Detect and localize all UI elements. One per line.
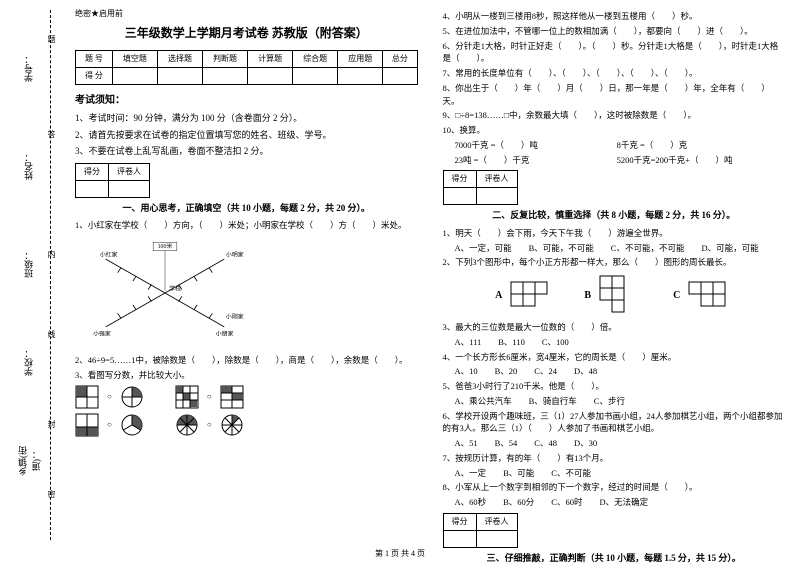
q10b: 8千克 =（ ）克 <box>617 140 688 150</box>
margin-name: 姓名： <box>23 142 37 192</box>
binding-text-4: 线 <box>45 330 57 338</box>
q2-1opt: A、一定，可能 B、可能，不可能 C、不可能，不可能 D、可能，可能 <box>443 242 786 255</box>
q1-4: 4、小明从一楼到三楼用8秒，照这样他从一楼到五楼用（ ）秒。 <box>443 10 786 23</box>
left-column: 绝密★启用前 三年级数学上学期月考试卷 苏教版（附答案） 题 号 填空题 选择题… <box>75 8 418 569</box>
q2-7: 7、按规历计算，有的年（ ）有13个月。 <box>443 452 786 465</box>
q2-1: 1、明天（ ）会下雨，今天下午我（ ）游遍全世界。 <box>443 227 786 240</box>
q2-4: 4、一个长方形长6厘米，宽4厘米，它的周长是（ ）厘米。 <box>443 351 786 364</box>
q10c: 23吨 =（ ）千克 <box>455 154 615 167</box>
q1-1: 1、小红家在学校（ ）方向，（ ）米处；小明家在学校（ ）方（ ）米处。 <box>75 219 418 232</box>
th-5: 综合题 <box>293 51 338 68</box>
q2-7opt: A、一定 B、可能 C、不可能 <box>443 467 786 480</box>
diagram-sw: 小强家 <box>93 329 111 337</box>
row-label: 得 分 <box>76 68 113 85</box>
q2-4opt: A、10 B、20 C、24 D、48 <box>443 365 786 378</box>
section2-title: 二、反复比较，慎重选择（共 8 小题，每题 2 分，共 16 分）。 <box>443 209 786 223</box>
q10a: 7000千克 =（ ）吨 <box>455 139 615 152</box>
th-4: 计算题 <box>248 51 293 68</box>
section1-title: 一、用心思考，正确填空（共 10 小题，每题 2 分，共 20 分）。 <box>75 202 418 216</box>
binding-text-5: 封 <box>45 420 57 428</box>
diagram-center: 100米 <box>158 242 173 250</box>
binding-text-2: 答 <box>45 130 57 138</box>
binding-text-6: 密 <box>45 490 57 498</box>
margin-student-id: 学号： <box>23 44 37 94</box>
q1-7: 7、常用的长度单位有（ ）、（ ）、（ ）、（ ）、（ ）。 <box>443 67 786 80</box>
notice-2: 2、请首先按要求在试卷的指定位置填写您的姓名、班级、学号。 <box>75 129 418 143</box>
q1-5: 5、在进位加法中，不管哪一位上的数相加满（ ），都要向（ ）进（ ）。 <box>443 25 786 38</box>
fraction-shapes: ○ ○ <box>75 385 418 409</box>
q2-5: 5、爸爸3小时行了210千米。他是（ ）。 <box>443 380 786 393</box>
th-1: 填空题 <box>112 51 157 68</box>
binding-text-1: 题 <box>45 35 57 43</box>
q1-8: 8、你出生于（ ）年（ ）月（ ）日，那一年是（ ）年，全年有（ ）天。 <box>443 82 786 108</box>
pentomino-shapes: A B C <box>443 275 786 315</box>
diagram-ne: 小明家 <box>226 250 244 258</box>
th-3: 判断题 <box>203 51 248 68</box>
mini-reviewer: 评卷人 <box>109 163 150 180</box>
binding-line <box>50 10 51 540</box>
confidential-label: 绝密★启用前 <box>75 8 418 20</box>
q1-9: 9、□÷8=138……□中，余数最大填（ ），这时被除数是（ ）。 <box>443 109 786 122</box>
svg-text:学校: 学校 <box>169 284 181 292</box>
exam-title: 三年级数学上学期月考试卷 苏教版（附答案） <box>75 24 418 42</box>
th-0: 题 号 <box>76 51 113 68</box>
q2-8opt: A、60秒 B、60分 C、60时 D、无法确定 <box>443 496 786 509</box>
q2-6opt: A、51 B、54 C、48 D、30 <box>443 437 786 450</box>
right-column: 4、小明从一楼到三楼用8秒，照这样他从一楼到五楼用（ ）秒。 5、在进位加法中，… <box>443 8 786 569</box>
notice-3: 3、不要在试卷上乱写乱画，卷面不整洁扣 2 分。 <box>75 145 418 159</box>
direction-diagram: 100米 小红家 小明家 小强家 小朋家 小刚家 学校 <box>75 238 418 348</box>
th-2: 选择题 <box>157 51 202 68</box>
diagram-nw: 小红家 <box>100 250 118 258</box>
mini-score: 得分 <box>76 163 109 180</box>
notice-title: 考试须知： <box>75 93 418 108</box>
mini-table-3: 得分 评卷人 <box>443 513 518 548</box>
page-footer: 第 1 页 共 4 页 <box>0 548 800 560</box>
q2-5opt: A、乘公共汽车 B、骑自行车 C、步行 <box>443 395 786 408</box>
q1-3: 3、看图写分数，并比较大小。 <box>75 369 418 382</box>
margin-township: 乡镇(街道)： <box>17 436 44 486</box>
q1-6: 6、分针走1大格，时针正好走（ ）。（ ）秒。分针走1大格是（ ），时针走1大格… <box>443 40 786 66</box>
mini-table-1: 得分 评卷人 <box>75 163 150 198</box>
diagram-se2: 小朋家 <box>216 329 234 337</box>
diagram-se: 小刚家 <box>226 312 244 320</box>
q10d: 5200千克=200千克+（ ）吨 <box>617 155 733 165</box>
q2-6: 6、学校开设两个趣味班，三（1）27人参加书画小组，24人参加棋艺小组，两个小组… <box>443 410 786 436</box>
q1-2: 2、46÷9=5……1中，被除数是（ ），除数是（ ），商是（ ），余数是（ ）… <box>75 354 418 367</box>
margin-school: 学校： <box>23 338 37 388</box>
q2-3: 3、最大的三位数是最大一位数的（ ）倍。 <box>443 321 786 334</box>
th-6: 应用题 <box>338 51 383 68</box>
binding-text-3: 内 <box>45 250 57 258</box>
mini-table-2: 得分 评卷人 <box>443 170 518 205</box>
th-7: 总分 <box>383 51 417 68</box>
notice-1: 1、考试时间：90 分钟，满分为 100 分（含卷面分 2 分）。 <box>75 112 418 126</box>
margin-class: 班级： <box>23 240 37 290</box>
q2-2: 2、下列3个图形中，每个小正方形都一样大，那么（ ）图形的周长最长。 <box>443 256 786 269</box>
q1-10: 10、换算。 <box>443 124 786 137</box>
q2-8: 8、小军从上一个数字到相邻的下一个数字，经过的时间是（ ）。 <box>443 481 786 494</box>
fraction-shapes-2: ○ ○ <box>75 413 418 437</box>
score-table: 题 号 填空题 选择题 判断题 计算题 综合题 应用题 总分 得 分 <box>75 50 418 85</box>
q2-3opt: A、111 B、110 C、100 <box>443 336 786 349</box>
